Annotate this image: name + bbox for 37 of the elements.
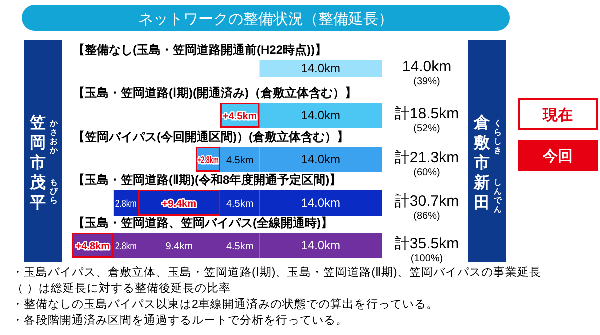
- text: もびら: [50, 178, 59, 205]
- total-label: 計18.5km (52%): [394, 106, 460, 134]
- text: かさおか: [49, 119, 59, 155]
- data-label: 4.5km: [226, 156, 254, 166]
- text: ・各段階開通済み区間を通過するルートで分析を行っている。: [12, 313, 348, 327]
- total-label: 計21.3km (60%): [394, 150, 460, 178]
- total-label: 計35.5km (100%): [394, 236, 460, 264]
- chart-title: ネットワークの整備状況（整備延長）: [138, 11, 394, 28]
- data-label: +4.5km: [222, 112, 258, 122]
- y-tick-label: 【整備なし(玉島・笠岡道路開通前(H22時点))】: [73, 43, 327, 57]
- y-tick-label: 【玉島・笠岡道路(Ⅱ期)(令和8年度開通予定区間)】: [73, 173, 342, 187]
- y-tick-label: 【玉島・笠岡道路(Ⅰ期)(開通済み)（倉敷立体含む）】: [73, 86, 357, 100]
- y-tick-label: 【笠岡バイパス(今回開通区間)）(倉敷立体含む）】: [73, 130, 349, 144]
- data-label: 9.4km: [166, 242, 194, 252]
- total-label: 計30.7km (86%): [394, 193, 460, 222]
- text: 笠岡市茂平: [29, 114, 46, 212]
- data-label: +4.8km: [76, 242, 110, 252]
- text: ・整備なしの玉島バイパス以東は2車線開通済みの状態での算出を行っている。: [12, 297, 438, 311]
- y-tick-label: 【玉島・笠岡道路、笠岡バイパス(全線開通時)】: [73, 216, 333, 230]
- data-label: 14.0km: [301, 238, 341, 252]
- data-label: 4.5km: [226, 199, 254, 210]
- text: しんでん: [494, 178, 503, 214]
- text: ・玉島バイパス、倉敷立体、玉島・笠岡道路(Ⅰ期)、玉島・笠岡道路(Ⅱ期)、笠岡バイパスの事業延長: [12, 265, 542, 279]
- total-label: 14.0km (39%): [402, 58, 452, 88]
- data-label: 14.0km: [301, 62, 341, 76]
- data-label: 2.8km: [115, 242, 143, 252]
- data-label: 14.0km: [301, 108, 341, 122]
- text: 今回: [542, 148, 573, 165]
- data-label: 4.5km: [226, 242, 254, 252]
- data-label: +9.4km: [162, 199, 197, 210]
- text: くらしき: [494, 119, 502, 155]
- text: （ ）は総延長に対する整備後延長の比率: [12, 281, 232, 295]
- data-label: 2.8km: [115, 199, 143, 210]
- data-label: 14.0km: [301, 152, 341, 166]
- text: 現在: [542, 107, 573, 124]
- text: 倉敷市新田: [473, 114, 491, 212]
- data-label: 14.0km: [301, 196, 341, 210]
